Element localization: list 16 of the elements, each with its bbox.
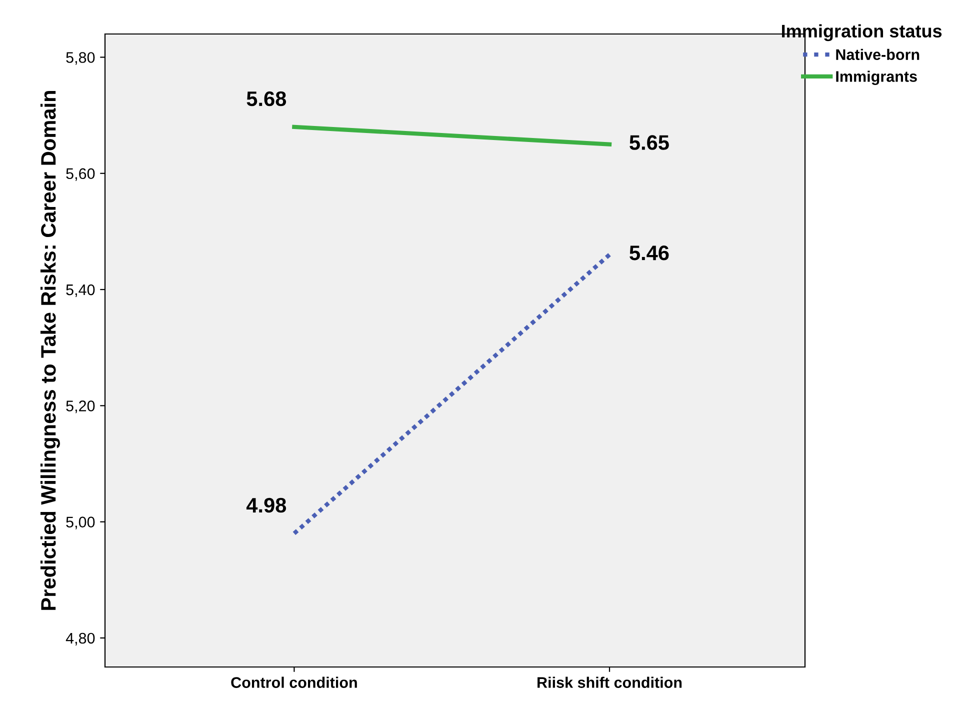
x-tick-label: Riisk shift condition [538,676,682,688]
y-tick-label: 5,20 [66,400,95,414]
data-label: 4.98 [246,498,286,513]
data-label: 5.65 [630,135,669,150]
data-label: 5.68 [246,91,286,106]
y-tick-label: 5,40 [66,284,95,298]
legend-label: Native-born [836,48,920,60]
y-tick-label: 5,60 [66,168,95,181]
y-tick-label: 5,80 [66,52,95,65]
legend-title: Immigration status [782,24,942,42]
data-label: 5.46 [630,246,669,260]
y-tick-label: 5,00 [66,516,95,530]
x-tick-label: Control condition [231,676,357,688]
legend-label: Immigrants [836,70,917,86]
y-tick-label: 4,80 [66,632,95,646]
y-axis-title: Predictied Willingness to Take Risks: Career Domain [40,90,60,610]
